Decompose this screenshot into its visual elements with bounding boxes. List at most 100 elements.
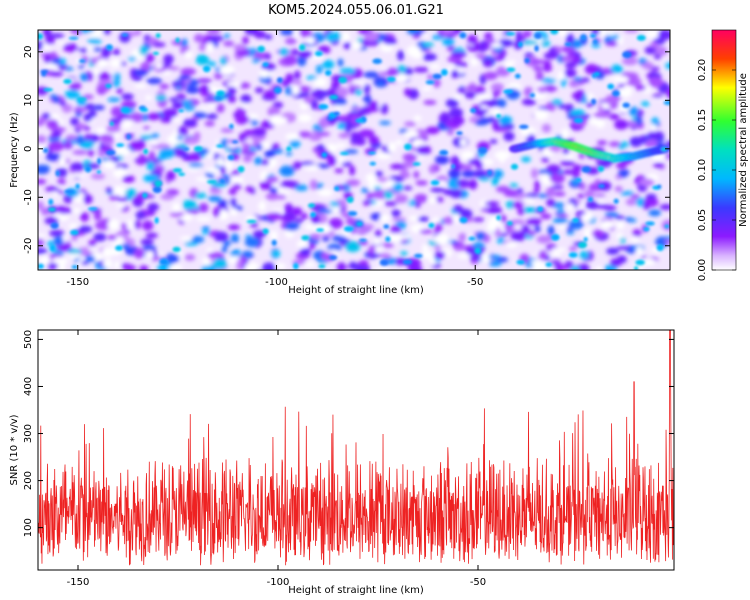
heatmap-cell	[560, 160, 575, 167]
heatmap-cell	[593, 111, 610, 119]
heatmap-cell	[594, 178, 601, 186]
heatmap-cell	[454, 30, 462, 35]
heatmap-cell	[392, 217, 407, 222]
heatmap-cell	[364, 32, 379, 42]
heatmap-cell	[629, 136, 643, 147]
heatmap-cell	[610, 258, 622, 267]
heatmap-cell	[334, 186, 340, 191]
heatmap-cell	[206, 180, 217, 184]
heatmap-cell	[193, 33, 205, 43]
colorbar-gradient	[711, 29, 737, 271]
colorbar-ticks: 0.00 0.05 0.10 0.15 0.20	[697, 59, 736, 281]
heatmap-cell	[186, 137, 198, 145]
heatmap-cell	[402, 153, 418, 162]
heatmap-cell	[121, 243, 131, 249]
heatmap-cell	[613, 198, 619, 204]
heatmap-cell	[59, 101, 67, 106]
heatmap-cell	[497, 115, 513, 124]
heatmap-cell	[90, 173, 106, 180]
heatmap-cell	[541, 156, 550, 163]
heatmap-cell	[416, 145, 432, 156]
heatmap-cell	[376, 81, 384, 87]
heatmap-cell	[65, 140, 72, 148]
heatmap-cell	[95, 128, 107, 134]
heatmap-cell	[568, 252, 578, 258]
heatmap-cell	[47, 262, 59, 270]
heatmap-cell	[635, 84, 647, 91]
heatmap-cell	[608, 141, 621, 148]
heatmap-cell	[311, 233, 321, 240]
heatmap-cell	[329, 255, 338, 260]
heatmap-cell	[267, 106, 281, 117]
heatmap-cell	[210, 147, 221, 153]
heatmap-cell	[549, 173, 565, 184]
heatmap-cell	[128, 56, 137, 61]
heatmap-cell	[563, 68, 577, 78]
heatmap-cell	[339, 68, 356, 75]
heatmap-cell	[227, 154, 235, 161]
heatmap-cell	[541, 78, 557, 84]
heatmap-cell	[607, 83, 615, 90]
heatmap-y-axis: -20 -10 0 10 20	[23, 45, 670, 254]
heatmap-cell	[184, 254, 196, 261]
heatmap-cell	[341, 31, 351, 42]
heatmap-cell	[205, 42, 215, 53]
heatmap-cell	[514, 73, 521, 79]
heatmap-cell	[422, 42, 434, 48]
heatmap-cell	[229, 198, 237, 207]
heatmap-cell	[632, 229, 642, 239]
heatmap-cell	[524, 57, 530, 64]
heatmap-cell	[236, 259, 243, 270]
heatmap-cell	[99, 134, 115, 142]
heatmap-cell	[49, 33, 65, 39]
heatmap-cell	[286, 146, 292, 152]
heatmap-cell	[505, 32, 516, 36]
heatmap-cell	[206, 248, 214, 253]
heatmap-cell	[434, 155, 450, 165]
heatmap-cell	[638, 58, 647, 64]
heatmap-cell	[154, 217, 159, 224]
heatmap-cell	[594, 204, 611, 209]
heatmap-cell	[630, 194, 641, 199]
heatmap-cell	[552, 217, 568, 224]
heatmap-cell	[605, 94, 620, 105]
heatmap-cell	[354, 138, 367, 146]
heatmap-cell	[659, 204, 670, 211]
heatmap-cell	[383, 224, 390, 229]
heatmap-cell	[107, 97, 121, 103]
heatmap-cell	[566, 203, 575, 212]
heatmap-cell	[329, 201, 340, 207]
heatmap-cell	[650, 124, 658, 132]
heatmap-cell	[284, 222, 300, 232]
heatmap-cell	[542, 65, 553, 72]
heatmap-cell	[336, 262, 347, 270]
heatmap-cell	[324, 70, 332, 76]
heatmap-cell	[628, 106, 639, 116]
heatmap-cell	[68, 36, 79, 40]
heatmap-cell	[394, 194, 409, 205]
heatmap-cell	[387, 142, 397, 153]
heatmap-cell	[597, 165, 605, 172]
heatmap-cell	[595, 266, 603, 270]
heatmap-cell	[159, 258, 169, 266]
heatmap-cell	[634, 266, 639, 270]
heatmap-cell	[441, 69, 448, 76]
heatmap-cell	[310, 212, 316, 218]
heatmap-cell	[422, 243, 429, 254]
heatmap-cell	[523, 206, 537, 214]
heatmap-cell	[134, 30, 142, 36]
heatmap-cell	[489, 99, 499, 107]
heatmap-cell	[459, 163, 473, 171]
heatmap-cell	[63, 79, 72, 84]
heatmap-cell	[213, 206, 221, 218]
heatmap-cell	[134, 83, 147, 88]
heatmap-cell	[285, 133, 301, 141]
heatmap-cell	[87, 149, 95, 157]
heatmap-cell	[307, 203, 316, 208]
heatmap-cell	[97, 72, 112, 81]
heatmap-cell	[172, 100, 184, 110]
heatmap-cell	[565, 33, 575, 45]
heatmap-cell	[328, 217, 343, 229]
heatmap-cell	[533, 225, 542, 233]
figure-title: KOM5.2024.055.06.01.G21	[268, 3, 444, 18]
